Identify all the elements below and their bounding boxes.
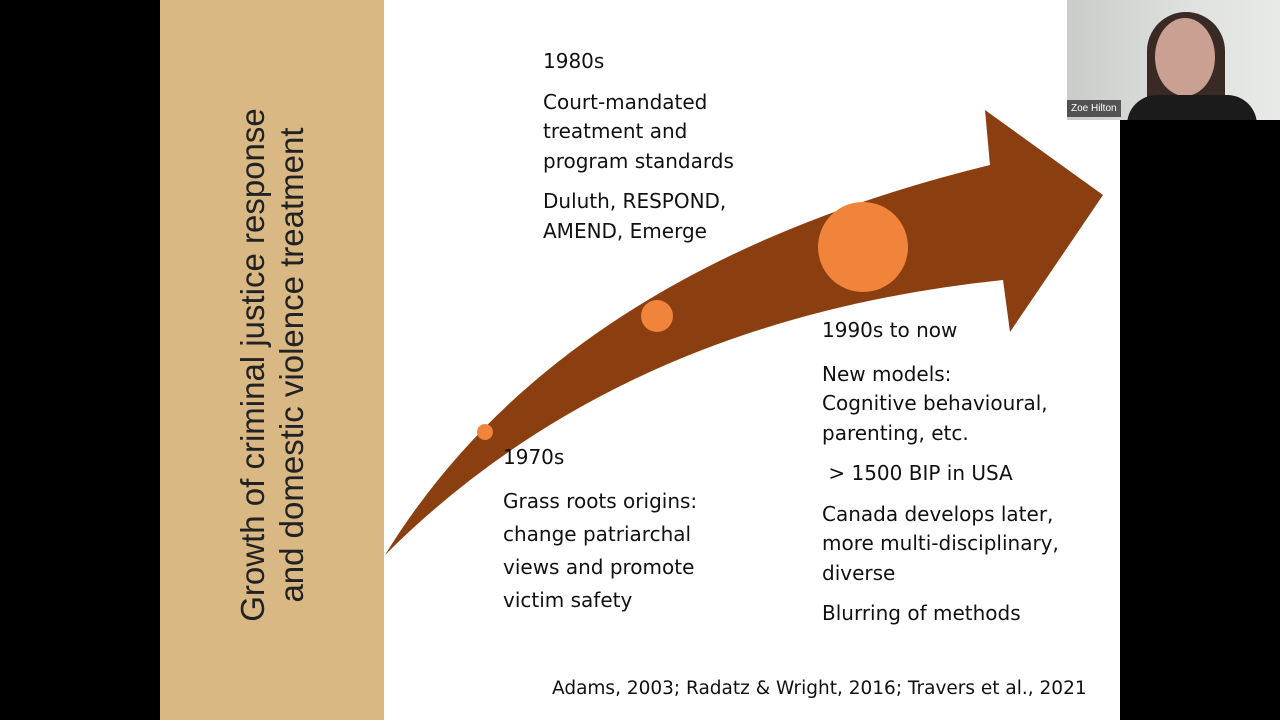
participant-video[interactable]: Zoe Hilton bbox=[1067, 0, 1280, 120]
title-panel: Growth of criminal justice response and … bbox=[160, 0, 384, 720]
text-line: change patriarchal bbox=[503, 522, 692, 546]
dot-1990s bbox=[818, 202, 908, 292]
participant-body bbox=[1127, 95, 1257, 120]
text-line: diverse bbox=[822, 560, 896, 585]
text-line: parenting, etc. bbox=[822, 420, 969, 445]
era-heading: 1970s bbox=[503, 445, 565, 469]
text-line: program standards bbox=[543, 148, 734, 173]
text-line: Grass roots origins: bbox=[503, 489, 698, 513]
dot-1980s bbox=[641, 300, 673, 332]
text-line: victim safety bbox=[503, 588, 633, 612]
shared-slide: Growth of criminal justice response and … bbox=[160, 0, 1120, 720]
text-line: New models: bbox=[822, 361, 952, 386]
text-line: > 1500 BIP in USA bbox=[822, 461, 1013, 485]
citation: Adams, 2003; Radatz & Wright, 2016; Trav… bbox=[552, 678, 1087, 699]
era-heading: 1980s bbox=[543, 49, 605, 73]
text-line: Court-mandated bbox=[543, 89, 708, 114]
text-line: Cognitive behavioural, bbox=[822, 391, 1048, 415]
dot-1970s bbox=[477, 424, 493, 440]
era-1980s: 1980s Court-mandated treatment and progr… bbox=[543, 47, 734, 246]
text-line: Duluth, RESPOND, bbox=[543, 189, 727, 213]
text-line: treatment and bbox=[543, 119, 688, 143]
text-line: Blurring of methods bbox=[822, 601, 1021, 625]
participant-face bbox=[1155, 18, 1215, 96]
text-line: more multi-disciplinary, bbox=[822, 531, 1059, 555]
era-heading: 1990s to now bbox=[822, 318, 958, 342]
text-line: views and promote bbox=[503, 555, 695, 579]
era-1970s: 1970s Grass roots origins: change patria… bbox=[503, 441, 697, 617]
arrow-shape bbox=[385, 110, 1103, 555]
era-1990s: 1990s to now New models: Cognitive behav… bbox=[822, 316, 1059, 629]
text-line: Canada develops later, bbox=[822, 501, 1054, 526]
text-line: AMEND, Emerge bbox=[543, 218, 707, 243]
participant-name: Zoe Hilton bbox=[1067, 100, 1121, 117]
